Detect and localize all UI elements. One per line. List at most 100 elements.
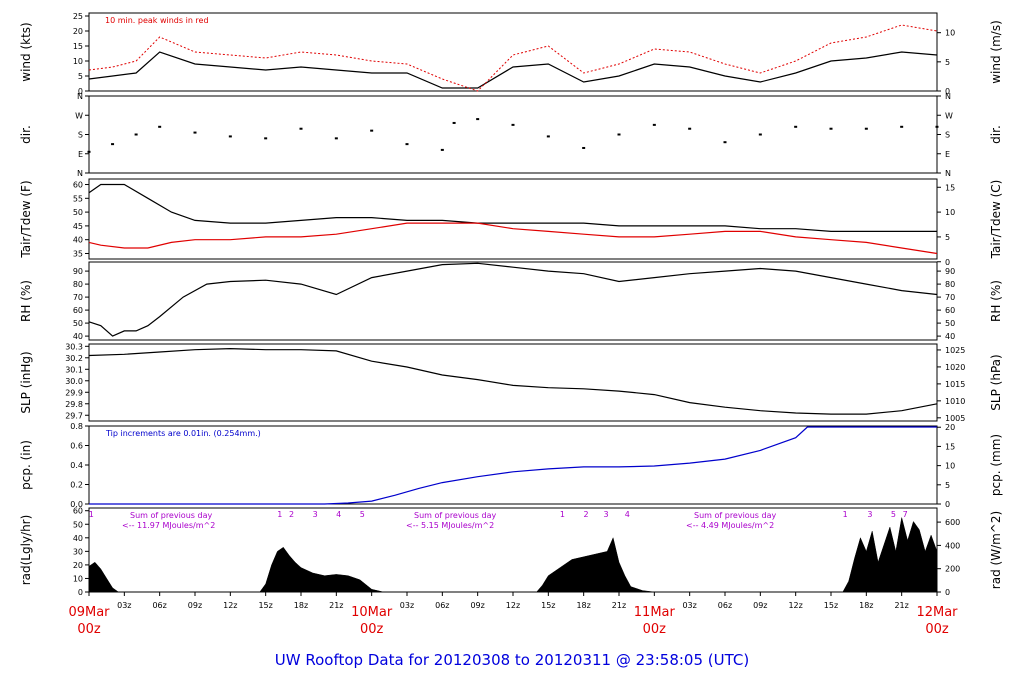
left-tick-label: E [78,150,83,159]
panel-frame [88,12,938,92]
right-tick-label: 15 [945,183,955,192]
left-tick-label: 10 [73,57,83,66]
x-tick-label: 03z [117,601,131,610]
left-tick-label: N [77,169,83,178]
x-tick-label: 12z [223,601,237,610]
ylabel-right: wind (m/s) [989,20,1003,84]
date-label: 12Mar [916,605,958,620]
panel-frame [88,178,938,260]
right-tick-label: 60 [945,306,955,315]
ylabel-left: RH (%) [19,280,33,322]
radiation-sum-label: Sum of previous day [130,511,212,520]
left-tick-label: 25 [73,12,83,21]
left-tick-label: 20 [73,27,83,36]
left-tick-label: N [77,92,83,101]
x-tick-label: 06z [718,601,732,610]
right-tick-label: N [945,169,951,178]
panel-temp: 35 40 45 50 55 60 0 5 10 15 Tair/Tdew (F) Tair/Tdew… [19,178,1003,267]
ylabel-left: wind (kts) [19,22,33,81]
dir-point [476,118,480,121]
panel-frame [88,507,938,593]
dir-point [511,123,515,126]
radiation-sum-label: Sum of previous day [694,511,776,520]
dir-point [370,129,374,132]
left-tick-label: 0.4 [70,461,83,470]
series-SLP [88,347,938,415]
dir-point [228,135,232,138]
x-tick-label: 21z [329,601,343,610]
panel-pcp: 0.0 0.2 0.4 0.6 0.8 0 5 10 15 20 pcp. (in) pcp. (mm… [19,422,1003,509]
dir-point [794,125,798,128]
left-tick-label: 40 [73,534,83,543]
right-tick-label: 5 [945,233,950,242]
hour-mark: 5 [891,510,896,519]
hour-mark: 1 [560,510,565,519]
hour-mark: 4 [336,510,341,519]
right-tick-label: E [945,150,950,159]
panel-frame [88,261,938,341]
hour-mark: 1 [277,510,282,519]
hour-mark: 3 [603,510,608,519]
ylabel-left: pcp. (in) [19,440,33,490]
left-tick-label: 30.1 [65,365,83,374]
hour-mark: 4 [625,510,630,519]
hour-mark: 2 [289,510,294,519]
x-tick-label: 09z [753,601,767,610]
panel-rh: 40 50 60 70 80 90 40 50 60 70 80 90 RH (%) RH (%) [19,261,1003,341]
right-tick-label: 0 [945,500,950,509]
x-tick-label: 06z [152,601,166,610]
panel-frame [88,343,938,422]
ylabel-right: SLP (hPa) [989,354,1003,410]
x-tick-label: 09z [470,601,484,610]
left-tick-label: 20 [73,561,83,570]
dir-point [688,127,692,130]
right-tick-label: 15 [945,442,955,451]
dir-point [652,123,656,126]
left-tick-label: 29.8 [65,400,83,409]
series-wind [88,51,938,89]
x-tick-label: 12z [506,601,520,610]
radiation-sum-value: <-- 11.97 MJoules/m^2 [122,521,215,530]
left-tick-label: 60 [73,306,83,315]
dir-point [299,127,303,130]
left-tick-label: 80 [73,280,83,289]
right-tick-label: 1005 [945,414,965,423]
left-tick-label: 50 [73,208,83,217]
left-tick-label: 30.2 [65,354,83,363]
ylabel-right: dir. [989,125,1003,144]
dir-point [546,135,550,138]
right-tick-label: 200 [945,565,960,574]
left-tick-label: 0.0 [70,500,83,509]
right-tick-label: 20 [945,423,955,432]
date-hour-label: 00z [360,622,384,637]
dir-point [935,125,939,128]
left-tick-label: 60 [73,181,83,190]
series-rad [88,517,938,593]
right-tick-label: 0 [945,258,950,267]
left-tick-label: 0 [78,87,83,96]
left-tick-label: 55 [73,194,83,203]
left-tick-label: 0 [78,588,83,597]
left-tick-label: 5 [78,72,83,81]
right-tick-label: 5 [945,58,950,67]
radiation-sum-label: Sum of previous day [414,511,496,520]
x-tick-label: 18z [294,601,308,610]
right-tick-label: S [945,131,950,140]
left-tick-label: 30.3 [65,342,83,351]
date-hour-label: 00z [643,622,667,637]
dir-point [864,127,868,130]
ylabel-right: rad (W/m^2) [989,511,1003,589]
dir-point [87,150,91,153]
right-tick-label: 10 [945,208,955,217]
hour-mark: 3 [313,510,318,519]
hour-mark: 1 [843,510,848,519]
x-tick-label: 12z [788,601,802,610]
right-tick-label: 400 [945,541,960,550]
ylabel-right: Tair/Tdew (C) [989,180,1003,260]
date-label: 09Mar [68,605,110,620]
dir-point [111,143,115,146]
